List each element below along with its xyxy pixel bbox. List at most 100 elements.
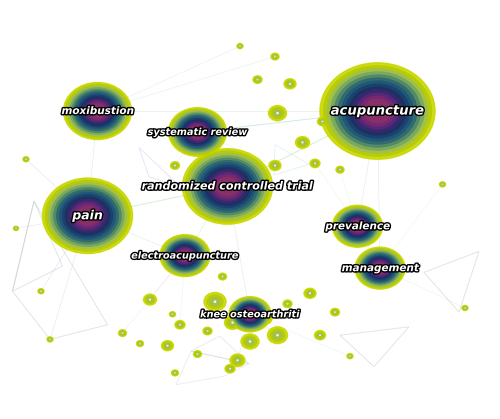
Circle shape [190, 126, 204, 138]
Circle shape [283, 300, 292, 308]
Circle shape [268, 327, 287, 344]
Circle shape [76, 93, 118, 129]
Circle shape [200, 163, 256, 210]
Circle shape [347, 354, 353, 359]
Circle shape [308, 291, 312, 295]
Circle shape [440, 183, 444, 186]
Circle shape [172, 111, 223, 153]
Circle shape [346, 217, 368, 235]
Circle shape [54, 188, 121, 244]
Circle shape [298, 138, 308, 147]
Circle shape [241, 334, 259, 349]
Circle shape [296, 137, 310, 148]
Circle shape [312, 160, 318, 166]
Circle shape [120, 331, 124, 335]
Circle shape [167, 345, 168, 346]
Circle shape [440, 182, 446, 187]
Circle shape [319, 119, 326, 124]
Circle shape [48, 183, 127, 249]
Circle shape [46, 181, 130, 251]
Circle shape [338, 78, 417, 144]
Circle shape [138, 342, 141, 345]
Circle shape [71, 202, 104, 230]
Circle shape [258, 313, 272, 324]
Circle shape [356, 93, 399, 129]
Text: randomized controlled trial: randomized controlled trial [142, 181, 314, 191]
Circle shape [238, 305, 262, 324]
Circle shape [334, 207, 381, 246]
Circle shape [312, 161, 318, 166]
Circle shape [118, 330, 126, 336]
Circle shape [120, 331, 126, 336]
Circle shape [230, 298, 270, 331]
Circle shape [336, 208, 380, 245]
Circle shape [339, 211, 376, 242]
Circle shape [273, 331, 282, 339]
Circle shape [363, 254, 397, 282]
Circle shape [271, 108, 284, 119]
Circle shape [182, 149, 272, 224]
Circle shape [330, 308, 340, 316]
Circle shape [364, 255, 396, 281]
Circle shape [234, 301, 266, 327]
Circle shape [206, 329, 210, 333]
Circle shape [74, 204, 102, 228]
Circle shape [246, 338, 254, 345]
Circle shape [262, 316, 268, 321]
Circle shape [24, 158, 28, 160]
Circle shape [286, 302, 290, 305]
Circle shape [241, 307, 259, 322]
Circle shape [78, 95, 116, 127]
Circle shape [314, 331, 326, 340]
Circle shape [225, 365, 235, 373]
Circle shape [220, 275, 224, 278]
Circle shape [170, 243, 200, 269]
Circle shape [360, 251, 401, 285]
Circle shape [270, 162, 280, 169]
Circle shape [188, 124, 206, 140]
Circle shape [331, 72, 424, 150]
Circle shape [270, 329, 285, 341]
Circle shape [337, 167, 343, 172]
Circle shape [64, 83, 132, 140]
Circle shape [160, 235, 210, 277]
Circle shape [378, 267, 382, 269]
Circle shape [348, 219, 366, 234]
Circle shape [196, 131, 199, 133]
Circle shape [322, 121, 323, 122]
Circle shape [318, 333, 322, 337]
Circle shape [210, 297, 220, 306]
Circle shape [316, 332, 324, 339]
Circle shape [89, 104, 106, 118]
Circle shape [162, 341, 173, 351]
Circle shape [96, 109, 100, 113]
Circle shape [171, 313, 174, 316]
Circle shape [314, 163, 316, 164]
Circle shape [362, 253, 399, 284]
Circle shape [244, 336, 256, 347]
Circle shape [196, 352, 200, 356]
Circle shape [194, 352, 200, 357]
Text: moxibustion: moxibustion [62, 106, 134, 116]
Circle shape [74, 91, 121, 131]
Circle shape [147, 297, 153, 302]
Circle shape [337, 209, 378, 243]
Text: knee osteoarthriti: knee osteoarthriti [200, 309, 300, 319]
Circle shape [182, 119, 214, 145]
Circle shape [344, 215, 371, 238]
Circle shape [80, 97, 114, 125]
Circle shape [14, 226, 18, 230]
Circle shape [176, 248, 194, 263]
Circle shape [284, 79, 296, 89]
Circle shape [226, 318, 238, 328]
Circle shape [166, 240, 203, 271]
Circle shape [175, 321, 185, 329]
Circle shape [271, 53, 279, 60]
Circle shape [184, 254, 186, 257]
Circle shape [173, 164, 177, 167]
Circle shape [320, 63, 435, 159]
Circle shape [374, 108, 381, 114]
Circle shape [358, 250, 402, 287]
Circle shape [87, 102, 108, 120]
Circle shape [205, 168, 250, 205]
